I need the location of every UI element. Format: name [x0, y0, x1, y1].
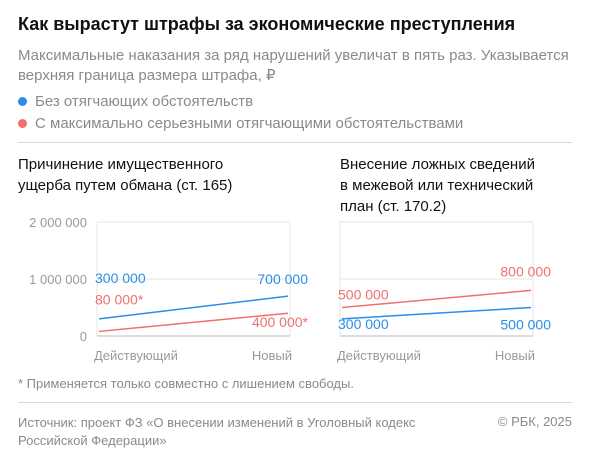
legend-dot-blue-icon — [18, 97, 27, 106]
series-line-left-0 — [98, 295, 289, 320]
panel-left-title-line-1: Причинение имущественного — [18, 156, 224, 173]
panel-right-title-line-1: Внесение ложных сведений — [340, 156, 535, 173]
panel-left-title: Причинение имущественного ущерба путем о… — [18, 154, 278, 196]
data-label-left-0-0: 300 000 — [95, 270, 146, 286]
bottom-divider — [18, 402, 572, 403]
series-line-left-1 — [98, 312, 289, 333]
series-line-right-1 — [341, 289, 532, 309]
data-label-right-0-0: 300 000 — [338, 316, 389, 332]
footnote: * Применяется только совместно с лишение… — [18, 376, 354, 391]
panel-right-title-line-2: в межевой или технический — [340, 177, 534, 194]
source-note: Источник: проект ФЗ «О внесении изменени… — [18, 415, 416, 448]
chart-title: Как вырастут штрафы за экономические пре… — [18, 14, 516, 34]
data-label-right-1-1: 800 000 — [500, 263, 551, 279]
legend-item-base: Без отягчающих обстоятельств — [18, 93, 578, 110]
panel-left-title-line-2: ущерба путем обмана (ст. 165) — [18, 177, 233, 194]
data-label-right-0-1: 500 000 — [500, 317, 551, 333]
legend-dot-red-icon — [18, 119, 27, 128]
chart-subtitle: Максимальные наказания за ряд нарушений … — [18, 47, 569, 84]
legend-label-aggravated: С максимально серьезными отягчающими обс… — [35, 115, 464, 132]
legend-item-aggravated: С максимально серьезными отягчающими обс… — [18, 115, 578, 132]
ytick-label-left-1: 1 000 000 — [29, 272, 87, 287]
data-label-left-1-0: 80 000* — [95, 291, 144, 307]
data-label-left-0-1: 700 000 — [257, 271, 308, 287]
xtick-label-left-1: Новый — [252, 348, 292, 363]
top-divider — [18, 142, 572, 143]
data-label-left-1-1: 400 000* — [252, 314, 309, 330]
legend-label-base: Без отягчающих обстоятельств — [35, 93, 254, 110]
ytick-label-left-2: 2 000 000 — [29, 215, 87, 230]
xtick-label-left-0: Действующий — [94, 348, 178, 363]
ytick-label-left-0: 0 — [80, 329, 87, 344]
data-label-right-1-0: 500 000 — [338, 287, 389, 303]
series-line-right-0 — [341, 306, 532, 320]
panel-right-title: Внесение ложных сведений в межевой или т… — [340, 154, 580, 217]
xtick-label-right-1: Новый — [495, 348, 535, 363]
xtick-label-right-0: Действующий — [337, 348, 421, 363]
copyright: © РБК, 2025 — [497, 414, 572, 429]
panel-right-title-line-3: план (ст. 170.2) — [340, 198, 447, 215]
